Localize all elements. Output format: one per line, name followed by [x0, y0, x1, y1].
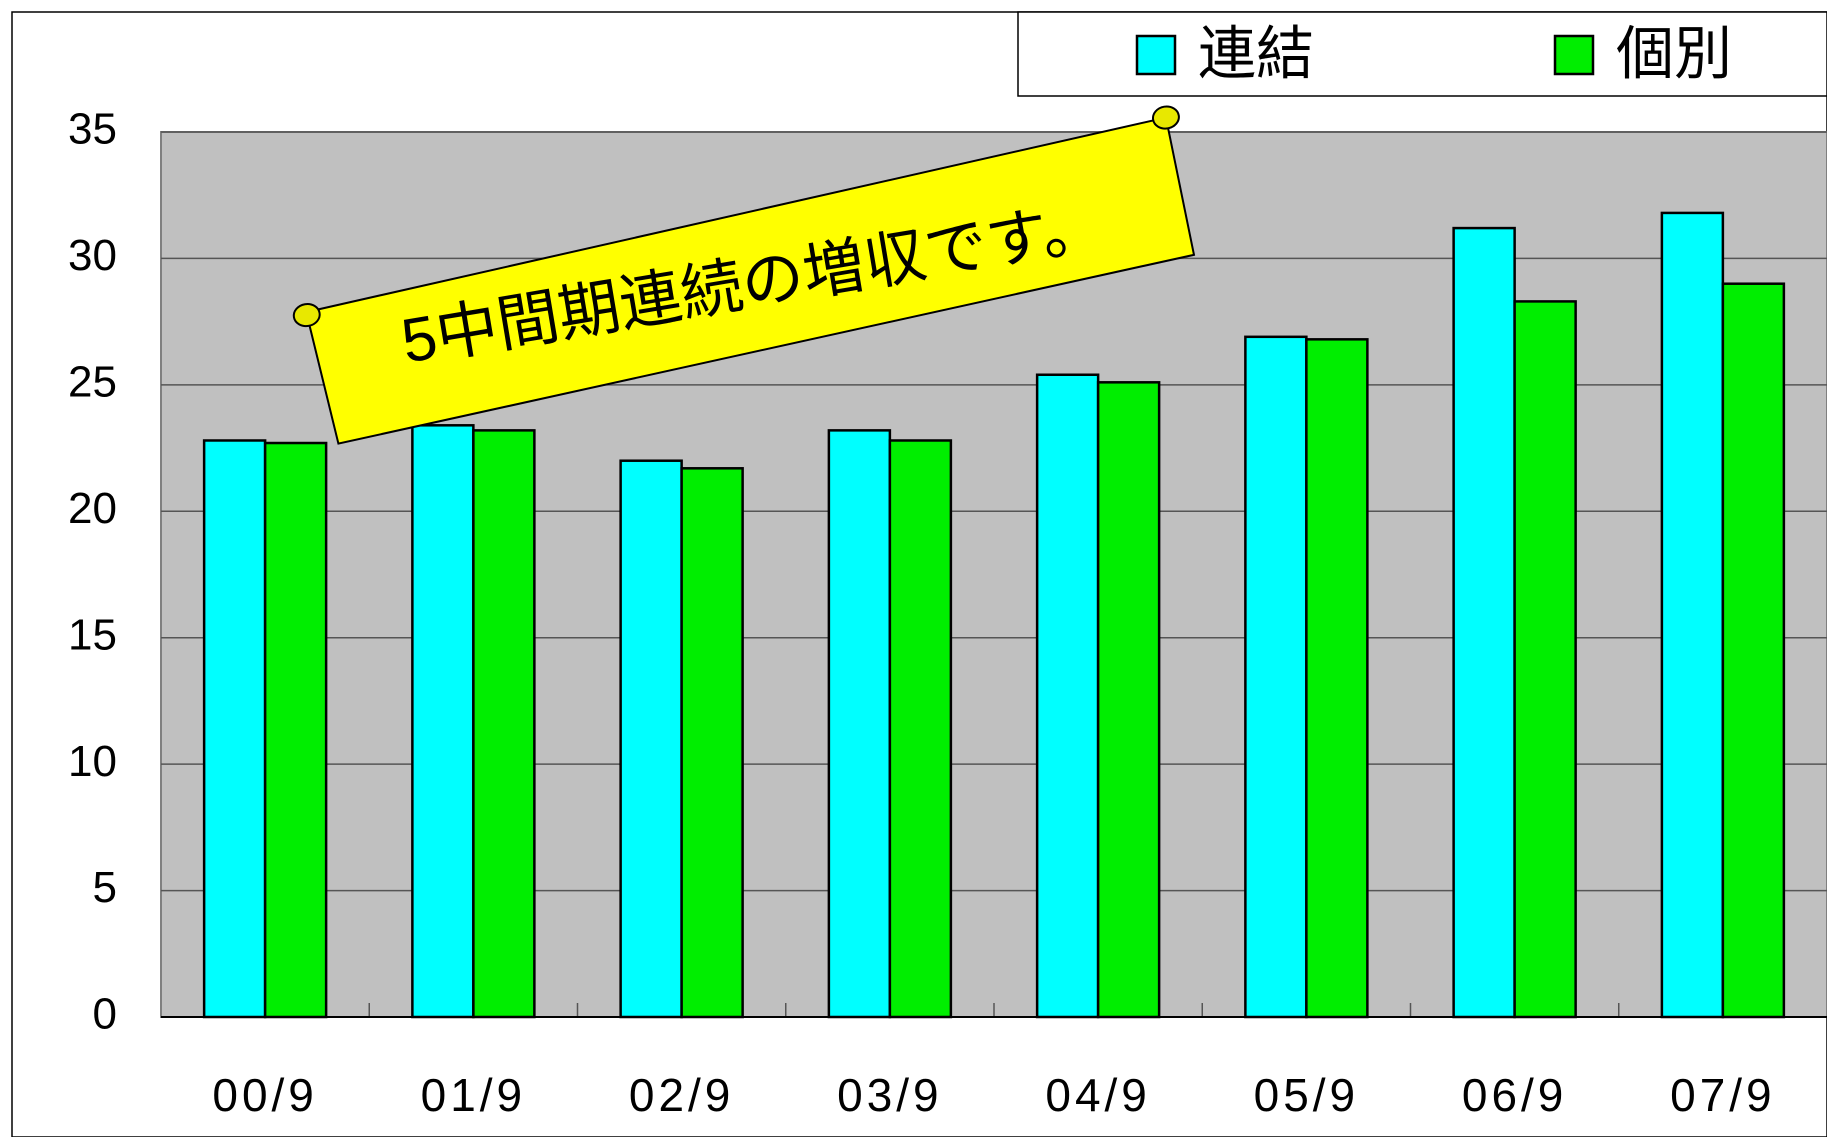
bar [890, 440, 951, 1017]
y-tick-label: 30 [68, 231, 117, 280]
bar [265, 443, 326, 1017]
bar [829, 430, 890, 1017]
x-tick-label: 06/9 [1462, 1069, 1568, 1121]
x-tick-label: 07/9 [1670, 1069, 1776, 1121]
y-tick-label: 20 [68, 484, 117, 533]
x-tick-label: 04/9 [1045, 1069, 1151, 1121]
bar [1662, 213, 1723, 1017]
bar [1515, 301, 1576, 1017]
x-tick-label: 05/9 [1254, 1069, 1360, 1121]
y-tick-label: 10 [68, 737, 117, 786]
bar [1723, 284, 1784, 1017]
bar [1245, 337, 1306, 1017]
bar [682, 468, 743, 1017]
legend-label: 個別 [1616, 21, 1732, 86]
bar [412, 425, 473, 1017]
x-tick-label: 00/9 [212, 1069, 318, 1121]
bar [204, 440, 265, 1017]
x-tick-label: 03/9 [837, 1069, 943, 1121]
y-tick-label: 5 [93, 863, 117, 912]
y-tick-label: 15 [68, 610, 117, 659]
legend-label: 連結 [1198, 21, 1314, 86]
bar [621, 461, 682, 1017]
bar [1454, 228, 1515, 1017]
y-tick-label: 25 [68, 357, 117, 406]
y-tick-label: 35 [68, 105, 117, 154]
bar [1306, 339, 1367, 1017]
legend-swatch [1137, 36, 1175, 74]
x-tick-label: 02/9 [629, 1069, 735, 1121]
legend-swatch [1555, 36, 1593, 74]
bar [1037, 375, 1098, 1017]
bar [473, 430, 534, 1017]
y-tick-label: 0 [93, 990, 117, 1039]
bar [1098, 382, 1159, 1017]
chart: 0 5 10 15 20 25 30 35 00/9 01/9 02/9 03/9 04/9 05/9 06… [0, 0, 1827, 1137]
x-tick-label: 01/9 [421, 1069, 527, 1121]
